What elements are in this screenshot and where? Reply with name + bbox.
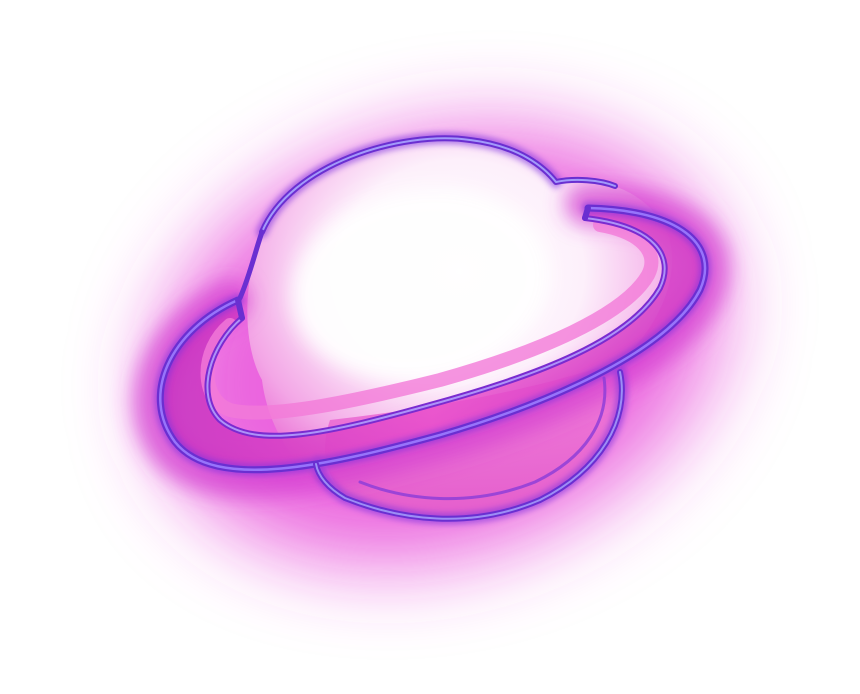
planet-ring bbox=[160, 208, 706, 470]
neon-outline bbox=[156, 135, 709, 522]
